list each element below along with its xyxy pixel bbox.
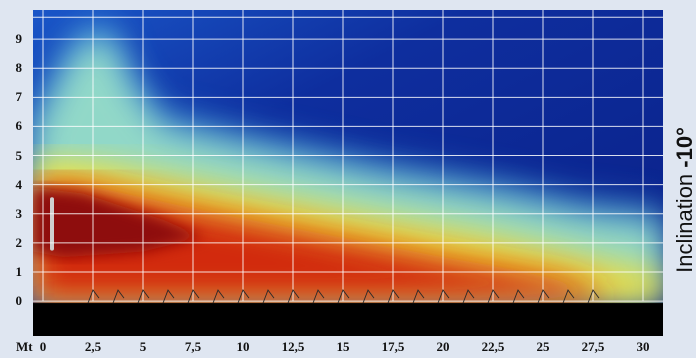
grid-layer [33,10,663,302]
ground-tick-mark [212,289,225,304]
y-tick-label: 9 [15,31,23,47]
x-tick-label: 22,5 [481,339,505,354]
ground-tick-mark [262,289,275,304]
ground-tick-mark [512,289,525,304]
x-tick-label: 0 [39,339,47,354]
y-tick-label: 7 [15,89,23,105]
x-tick-label: 15 [336,339,350,354]
ground-tick-mark [487,289,500,304]
y-tick-label: 4 [15,176,23,192]
y-tick-label: 0 [15,293,23,309]
x-tick-label: 27,5 [581,339,605,354]
inclination-value: -10° [672,127,696,168]
x-tick-label: 17,5 [381,339,405,354]
ground-tick-mark [462,289,475,304]
ground-tick-mark [387,289,400,304]
inclination-caption: Inclination -10° [672,127,696,273]
x-tick-label: 20 [436,339,450,354]
ground-tick-marks [87,289,600,304]
ground-tick-mark [112,289,125,304]
x-tick-label: 12,5 [281,339,305,354]
x-tick-label: 5 [139,339,147,354]
x-axis-unit-label: Mt [16,339,33,354]
ground-tick-mark [312,289,325,304]
x-tick-label: 10 [236,339,250,354]
heatmap-plot [33,10,663,336]
ground-tick-mark [437,289,450,304]
ground-tick-mark [537,289,550,304]
y-tick-label: 8 [15,60,23,76]
ground-tick-mark [362,289,375,304]
inclination-label: Inclination [672,167,696,273]
ground-tick-mark [412,289,425,304]
y-tick-label: 1 [15,263,23,279]
ground-tick-mark [562,289,575,304]
heat-region-peak [33,187,203,258]
heatmap-regions [33,18,663,302]
x-tick-label: 7,5 [184,339,202,354]
ground-layer [33,303,663,336]
y-tick-label: 6 [15,118,23,134]
y-tick-label: 5 [15,147,23,163]
heat-region-high [33,181,603,302]
ground-tick-mark [237,289,250,304]
ground-tick-mark [287,289,300,304]
x-tick-label: 30 [636,339,650,354]
ground-tick-mark [337,289,350,304]
x-tick-label: 25 [536,339,550,354]
ground-tick-mark [137,289,150,304]
ground-tick-mark [187,289,200,304]
x-tick-label: 2,5 [84,339,102,354]
ground-tick-mark [87,289,100,304]
y-tick-label: 3 [15,205,23,221]
ground-tick-mark [162,289,175,304]
ground-block [33,303,663,336]
y-tick-label: 2 [15,234,23,250]
ground-tick-mark [587,289,600,304]
